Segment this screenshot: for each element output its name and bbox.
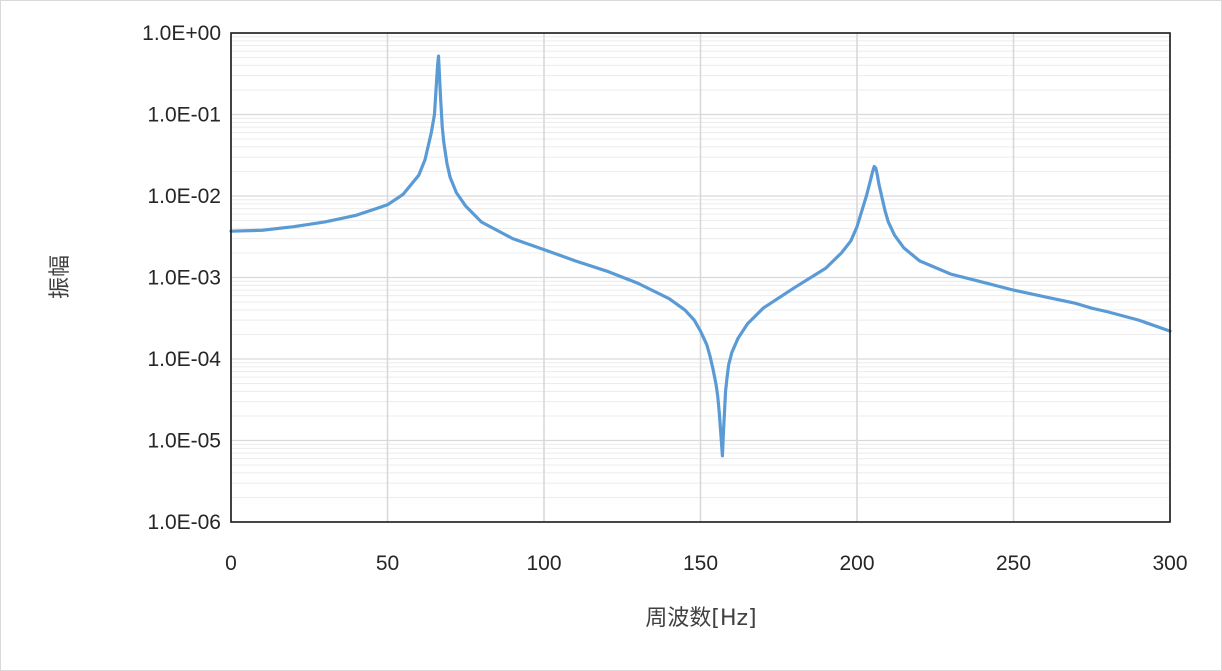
y-tick-label: 1.0E-06 xyxy=(147,511,221,534)
x-tick-label: 300 xyxy=(1152,552,1187,575)
y-tick-label: 1.0E-01 xyxy=(147,104,221,127)
y-tick-label: 1.0E-03 xyxy=(147,267,221,290)
x-tick-label: 100 xyxy=(526,552,561,575)
x-tick-label: 50 xyxy=(376,552,399,575)
y-tick-label: 1.0E-02 xyxy=(147,185,221,208)
y-axis-title: 振幅 xyxy=(48,255,73,299)
y-tick-label: 1.0E-05 xyxy=(147,430,221,453)
x-tick-label: 200 xyxy=(839,552,874,575)
series-layer xyxy=(229,54,1172,458)
y-tick-label: 1.0E-04 xyxy=(147,348,221,371)
tick-labels: 1.0E+00 1.0E-01 1.0E-02 1.0E-03 1.0E-04 1.0E-… xyxy=(142,22,1187,575)
x-tick-label: 250 xyxy=(996,552,1031,575)
x-axis-title: 周波数[Hz] xyxy=(645,606,756,631)
x-tick-label: 150 xyxy=(683,552,718,575)
y-tick-label: 1.0E+00 xyxy=(142,22,221,45)
x-tick-label: 0 xyxy=(225,552,237,575)
plot-border xyxy=(230,32,1171,523)
axes-layer xyxy=(230,32,1171,523)
series-line xyxy=(229,54,1172,458)
